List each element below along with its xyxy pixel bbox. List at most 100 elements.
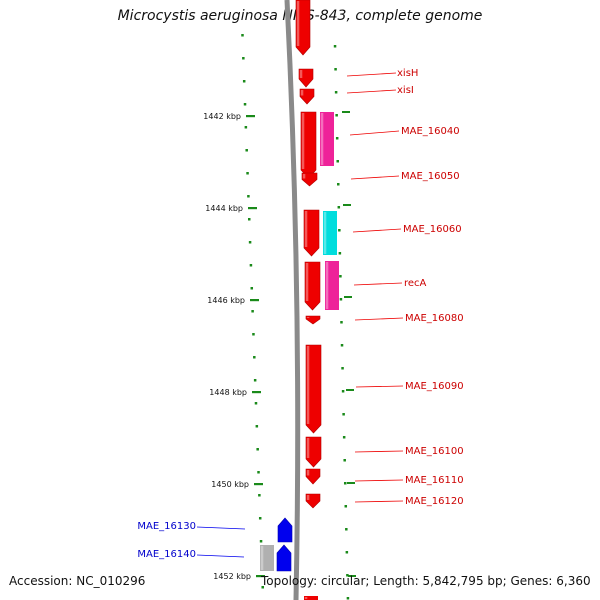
axis-label-kbp: 1446 kbp xyxy=(207,296,245,305)
gene-arrow-MAE_16080 xyxy=(305,315,321,325)
right-major-tick xyxy=(348,575,356,577)
gene-label-leader xyxy=(355,385,404,388)
tick-dot xyxy=(340,344,344,347)
tick-dot xyxy=(335,137,339,140)
gene-arrow-MAE_16080-highlight xyxy=(306,317,310,318)
gene-label: MAE_16110 xyxy=(405,475,464,486)
tick-dot xyxy=(245,149,248,152)
axis-major-tick xyxy=(256,575,265,578)
gene-label: MAE_16040 xyxy=(401,126,460,137)
topology-text: Topology: circular; Length: 5,842,795 bp… xyxy=(261,574,591,588)
tick-dot xyxy=(242,80,246,83)
right-major-tick xyxy=(346,389,354,391)
gene-arrow-MAE_16090 xyxy=(305,344,322,434)
axis-major-tick xyxy=(250,299,259,302)
gene-label-leader xyxy=(346,72,397,77)
axis-label-kbp: 1450 kbp xyxy=(211,480,249,489)
tick-dot xyxy=(243,103,247,106)
tick-dot xyxy=(250,287,254,290)
tick-dot xyxy=(343,459,346,462)
magenta-feature-highlight xyxy=(320,113,324,165)
tick-dot xyxy=(255,425,259,428)
tick-dot xyxy=(343,482,347,485)
gene-arrow-partial xyxy=(295,0,311,56)
gene-arrow-MAE_16110 xyxy=(305,468,321,485)
gene-arrow-MAE_16090-highlight xyxy=(306,346,310,424)
tick-dot xyxy=(241,34,244,37)
tick-dot xyxy=(253,379,257,382)
gene-arrow-MAE_16120-highlight xyxy=(306,495,310,500)
accession-text: Accession: NC_010296 xyxy=(9,574,146,588)
gene-label: MAE_16120 xyxy=(405,496,464,507)
gene-label-leader xyxy=(349,130,400,136)
tick-dot xyxy=(345,551,349,554)
tick-dot xyxy=(333,45,337,48)
gene-label: recA xyxy=(404,278,427,289)
tick-dot xyxy=(338,252,342,255)
cyan-feature-highlight xyxy=(323,212,327,254)
gene-label: MAE_16050 xyxy=(401,171,460,182)
right-major-tick xyxy=(342,111,350,113)
tick-dot xyxy=(261,586,264,589)
gene-label-leader xyxy=(196,526,246,530)
gene-arrow-MAE_16100 xyxy=(305,436,322,468)
gene-arrow-recA xyxy=(304,261,321,311)
tick-dot xyxy=(258,517,262,520)
gene-label: MAE_16130 xyxy=(137,521,196,532)
gene-arrow-MAE_16100-highlight xyxy=(306,438,310,458)
axis-major-tick xyxy=(252,391,261,394)
gene-arrow-xisI xyxy=(299,88,315,105)
tick-dot xyxy=(242,57,245,60)
gene-label-leader xyxy=(354,500,404,503)
gene-arrow-MAE_16050-highlight xyxy=(302,174,306,179)
gene-arrow-MAE_16110-highlight xyxy=(306,470,310,476)
axis-major-tick xyxy=(248,207,257,210)
tick-dot xyxy=(244,126,248,129)
reverse-gene-labels: MAE_16130 MAE_16140 xyxy=(137,521,246,560)
axis-label-kbp: 1452 kbp xyxy=(213,572,251,581)
gene-label-leader xyxy=(353,282,403,286)
tick-dot xyxy=(251,310,254,313)
tick-dot xyxy=(345,528,348,531)
gene-label: MAE_16080 xyxy=(405,313,464,324)
tick-dot xyxy=(258,494,261,497)
gene-label: xisI xyxy=(397,85,414,96)
genome-backbone xyxy=(284,0,301,600)
axis-major-tick xyxy=(254,483,263,486)
gene-arrow-MAE_16060 xyxy=(303,209,320,257)
gene-features xyxy=(260,0,339,600)
tick-dot xyxy=(247,195,250,198)
tick-dot xyxy=(248,241,252,244)
tick-dot xyxy=(346,574,349,577)
axis-label-kbp: 1444 kbp xyxy=(205,204,243,213)
axis-label-kbp: 1442 kbp xyxy=(203,112,241,121)
gene-arrow-MAE_16140 xyxy=(276,544,292,572)
tick-dot xyxy=(253,356,256,359)
right-major-tick xyxy=(344,296,352,298)
tick-dot xyxy=(249,264,253,267)
cyan-feature xyxy=(323,211,337,255)
gene-arrow-xisI-highlight xyxy=(300,90,304,96)
gene-label: MAE_16060 xyxy=(403,224,462,235)
axis-label-kbp: 1448 kbp xyxy=(209,388,247,397)
gene-arrow-partial-highlight xyxy=(296,1,300,46)
kbp-axis: 1442 kbp 1444 kbp 1446 kbp 1448 kbp 1450 kbp… xyxy=(203,112,265,581)
tick-dot xyxy=(256,448,259,451)
tick-dot xyxy=(247,218,251,221)
tick-dot xyxy=(259,540,263,543)
tick-dot xyxy=(246,172,249,175)
tick-dot xyxy=(337,183,340,186)
grey-feature xyxy=(260,545,274,571)
tick-dot xyxy=(346,597,350,600)
gene-label-leader xyxy=(196,554,245,558)
tick-dot xyxy=(339,298,343,301)
gene-arrow-recA-highlight xyxy=(305,263,309,301)
right-major-tick xyxy=(343,204,351,206)
gene-label-leader xyxy=(354,317,404,321)
gene-label-leader xyxy=(354,450,404,453)
gene-arrow-xisH xyxy=(298,68,314,88)
tick-dot xyxy=(334,91,338,94)
tick-dots xyxy=(241,34,350,600)
gene-arrow-MAE_16050 xyxy=(301,172,318,187)
